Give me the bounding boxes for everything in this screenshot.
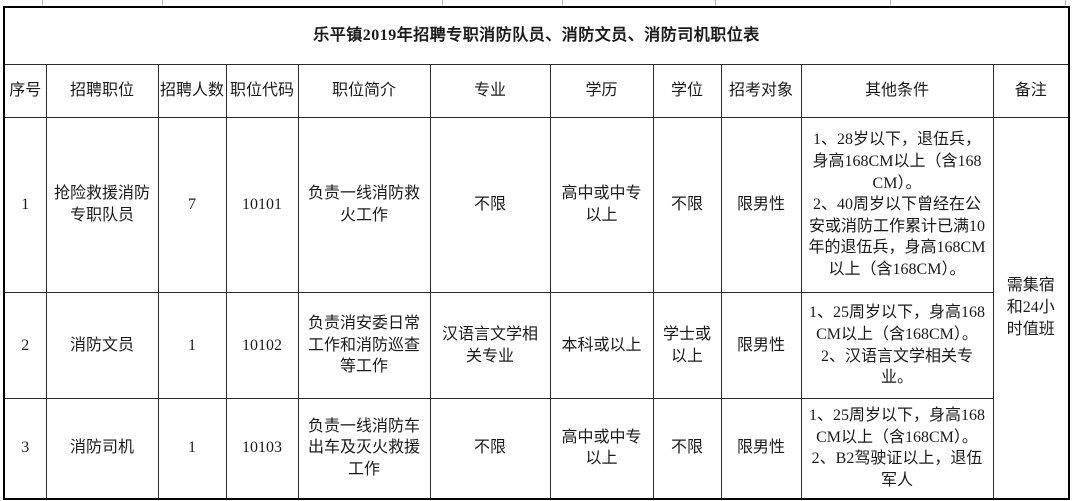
table-row: 1 抢险救援消防专职队员 7 10101 负责一线消防救火工作 不限 高中或中专… [3,117,1070,499]
cell-code: 10102 [225,292,299,399]
gridline-tick [162,0,163,5]
cell-headcount: 1 [157,398,227,499]
cell-intro: 负责消安委日常工作和消防巡查等工作 [297,292,431,399]
cell-degree: 不限 [652,398,722,499]
cell-target: 限男性 [720,117,802,293]
cell-degree: 学士或以上 [652,292,722,399]
page-title: 乐平镇2019年招聘专职消防队员、消防文员、消防司机职位表 [3,6,1070,65]
header-degree: 学位 [652,64,722,118]
header-major: 专业 [429,64,551,118]
cell-major: 不限 [429,398,551,499]
header-headcount: 招聘人数 [157,64,227,118]
gridline-tick [442,0,443,5]
cell-education: 本科或以上 [549,292,654,399]
cell-remark: 需集宿和24小时值班 [992,117,1070,499]
header-row: 序号 招聘职位 招聘人数 职位代码 职位简介 专业 学历 学位 招考对象 其他条… [3,64,1070,118]
header-conditions: 其他条件 [800,64,994,118]
cell-code: 10103 [225,398,299,499]
gridline-tick [42,0,43,5]
gridline-tick [1065,0,1066,5]
header-intro: 职位简介 [297,64,431,118]
header-position: 招聘职位 [45,64,159,118]
cell-education: 高中或中专以上 [549,117,654,293]
header-code: 职位代码 [225,64,299,118]
cell-conditions: 1、25周岁以下，身高168CM以上（含168CM）。 2、B2驾驶证以上，退伍… [800,398,994,499]
cell-position: 消防司机 [45,398,159,499]
cell-code: 10101 [225,117,299,293]
cell-major: 汉语言文学相关专业 [429,292,551,399]
title-row: 乐平镇2019年招聘专职消防队员、消防文员、消防司机职位表 [3,6,1070,65]
cell-conditions: 1、28岁以下，退伍兵，身高168CM以上（含168CM）。 2、40周岁以下曾… [800,117,994,293]
cell-degree: 不限 [652,117,722,293]
gridline-tick [715,0,716,5]
gridline-tick [890,0,891,5]
cell-seq: 3 [3,398,47,499]
gridline-strip [3,0,1068,6]
header-target: 招考对象 [720,64,802,118]
cell-target: 限男性 [720,292,802,399]
cell-conditions: 1、25周岁以下，身高168CM以上（含168CM）。 2、汉语言文学相关专业。 [800,292,994,399]
recruitment-table: 乐平镇2019年招聘专职消防队员、消防文员、消防司机职位表 序号 招聘职位 招聘… [3,6,1071,500]
cell-major: 不限 [429,117,551,293]
cell-intro: 负责一线消防救火工作 [297,117,431,293]
cell-headcount: 7 [157,117,227,293]
cell-seq: 1 [3,117,47,293]
cell-target: 限男性 [720,398,802,499]
cell-headcount: 1 [157,292,227,399]
header-remark: 备注 [992,64,1070,118]
cell-intro: 负责一线消防车出车及灭火救援工作 [297,398,431,499]
cell-seq: 2 [3,292,47,399]
cell-position: 消防文员 [45,292,159,399]
header-seq: 序号 [3,64,47,118]
gridline-tick [562,0,563,5]
table-row: 2 消防文员 1 10102 负责消安委日常工作和消防巡查等工作 汉语言文学相关… [3,292,1069,399]
cell-education: 高中或中专以上 [549,398,654,499]
cell-position: 抢险救援消防专职队员 [45,117,159,293]
table-row: 3 消防司机 1 10103 负责一线消防车出车及灭火救援工作 不限 高中或中专… [3,398,1069,499]
header-education: 学历 [549,64,654,118]
